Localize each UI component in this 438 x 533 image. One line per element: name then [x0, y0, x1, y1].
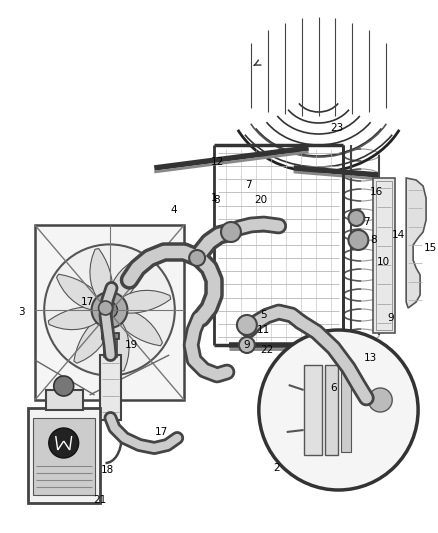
Text: 17: 17	[155, 427, 168, 437]
Text: 8: 8	[214, 195, 220, 205]
Text: 17: 17	[81, 297, 94, 307]
Text: 23: 23	[330, 123, 343, 133]
Circle shape	[54, 376, 74, 396]
Text: 10: 10	[377, 257, 390, 267]
Polygon shape	[74, 320, 110, 363]
Circle shape	[102, 302, 117, 318]
Text: 9: 9	[244, 340, 250, 350]
Bar	[28, 408, 99, 503]
Text: 2: 2	[273, 463, 280, 473]
Text: 7: 7	[363, 217, 370, 227]
Text: 7: 7	[246, 180, 252, 190]
Text: 5: 5	[261, 310, 267, 320]
Text: 21: 21	[93, 495, 106, 505]
Polygon shape	[120, 310, 162, 346]
Bar	[342, 368, 351, 452]
Circle shape	[49, 428, 79, 458]
Circle shape	[189, 250, 205, 266]
Text: 6: 6	[330, 383, 337, 393]
Circle shape	[259, 330, 418, 490]
Bar	[304, 365, 321, 455]
Bar	[102, 333, 120, 339]
Text: 18: 18	[101, 465, 114, 475]
Circle shape	[239, 337, 255, 353]
Text: 12: 12	[210, 157, 224, 167]
Polygon shape	[48, 307, 97, 330]
Bar	[46, 390, 83, 410]
Text: 13: 13	[364, 353, 377, 363]
Polygon shape	[406, 178, 426, 308]
Circle shape	[44, 245, 175, 376]
Circle shape	[348, 210, 364, 226]
Text: 8: 8	[370, 235, 377, 245]
Bar	[33, 418, 95, 495]
Circle shape	[92, 292, 127, 328]
Polygon shape	[110, 257, 145, 300]
Text: 19: 19	[125, 340, 138, 350]
Circle shape	[99, 301, 113, 315]
Bar	[35, 225, 184, 400]
Text: 1: 1	[211, 193, 217, 203]
Bar	[103, 337, 117, 357]
Circle shape	[348, 230, 368, 250]
Polygon shape	[57, 274, 99, 310]
Bar	[376, 181, 392, 330]
Circle shape	[368, 388, 392, 412]
Text: 22: 22	[260, 345, 273, 355]
Polygon shape	[122, 290, 171, 313]
Polygon shape	[90, 248, 113, 297]
Text: 16: 16	[370, 187, 383, 197]
Bar	[325, 365, 339, 455]
Text: 9: 9	[387, 313, 394, 323]
Text: 4: 4	[171, 205, 177, 215]
Text: 15: 15	[424, 243, 437, 253]
Text: 14: 14	[392, 230, 405, 240]
Text: 20: 20	[254, 195, 267, 205]
Polygon shape	[106, 322, 129, 372]
Text: 3: 3	[18, 307, 25, 317]
Bar	[99, 355, 121, 420]
Circle shape	[237, 315, 257, 335]
Bar	[373, 178, 395, 333]
Circle shape	[221, 222, 241, 242]
Text: 11: 11	[257, 325, 270, 335]
